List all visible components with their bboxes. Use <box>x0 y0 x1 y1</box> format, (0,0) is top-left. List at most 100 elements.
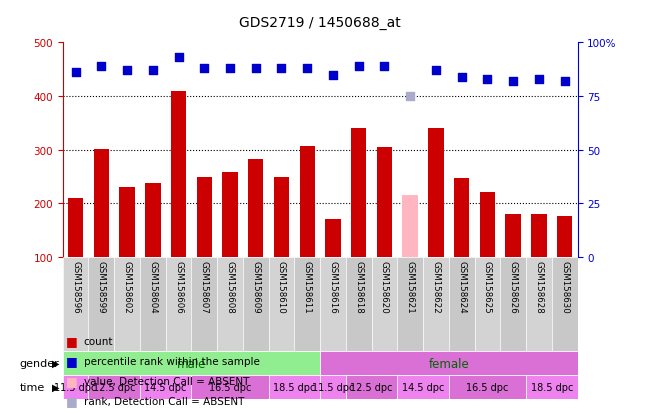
Point <box>430 68 441 74</box>
Bar <box>526 375 578 399</box>
Bar <box>119 188 135 311</box>
Text: GSM158611: GSM158611 <box>303 260 312 313</box>
Text: 12.5 dpc: 12.5 dpc <box>93 382 135 392</box>
Text: 18.5 dpc: 18.5 dpc <box>531 382 573 392</box>
Text: GSM158616: GSM158616 <box>329 260 337 313</box>
Text: percentile rank within the sample: percentile rank within the sample <box>84 356 259 366</box>
Bar <box>449 375 526 399</box>
Bar <box>217 257 243 351</box>
Text: ■: ■ <box>66 394 78 407</box>
Text: time: time <box>20 382 45 392</box>
Bar <box>68 199 83 311</box>
Text: GSM158618: GSM158618 <box>354 260 363 313</box>
Point <box>354 64 364 70</box>
Point <box>96 64 107 70</box>
Bar <box>320 351 578 375</box>
Point <box>251 66 261 72</box>
Bar <box>191 257 217 351</box>
Bar <box>454 178 469 311</box>
Point <box>199 66 210 72</box>
Text: GSM158625: GSM158625 <box>483 260 492 313</box>
Bar <box>372 257 397 351</box>
Text: 18.5 dpc: 18.5 dpc <box>273 382 315 392</box>
Text: GSM158624: GSM158624 <box>457 260 466 313</box>
Text: GSM158609: GSM158609 <box>251 260 260 313</box>
Point <box>302 66 313 72</box>
Bar <box>423 257 449 351</box>
Bar <box>500 257 526 351</box>
Bar <box>428 129 444 311</box>
Bar <box>475 257 500 351</box>
Bar <box>63 351 320 375</box>
Bar <box>63 375 88 399</box>
Text: GSM158607: GSM158607 <box>200 260 209 313</box>
Text: GSM158608: GSM158608 <box>226 260 234 313</box>
Text: 12.5 dpc: 12.5 dpc <box>350 382 393 392</box>
Bar <box>300 147 315 311</box>
Bar <box>248 160 263 311</box>
Point <box>121 68 132 74</box>
Text: male: male <box>177 357 206 370</box>
Bar <box>397 375 449 399</box>
Bar <box>320 257 346 351</box>
Text: GSM158626: GSM158626 <box>509 260 517 313</box>
Bar <box>269 375 320 399</box>
Bar <box>140 257 166 351</box>
Point <box>224 66 235 72</box>
Bar <box>351 129 366 311</box>
Text: GSM158602: GSM158602 <box>123 260 131 313</box>
Point <box>327 72 338 79</box>
Text: GDS2719 / 1450688_at: GDS2719 / 1450688_at <box>239 16 401 30</box>
Text: 14.5 dpc: 14.5 dpc <box>402 382 444 392</box>
Bar <box>325 220 341 311</box>
Text: 11.5 dpc: 11.5 dpc <box>312 382 354 392</box>
Bar <box>94 149 109 311</box>
Text: ■: ■ <box>66 354 78 368</box>
Bar <box>171 92 186 311</box>
Bar <box>346 257 372 351</box>
Bar <box>397 257 423 351</box>
Bar <box>526 257 552 351</box>
Bar <box>377 148 392 311</box>
Bar <box>506 214 521 311</box>
Text: 14.5 dpc: 14.5 dpc <box>145 382 187 392</box>
Text: GSM158628: GSM158628 <box>535 260 543 313</box>
Point <box>456 74 467 81</box>
Text: GSM158610: GSM158610 <box>277 260 286 313</box>
Text: GSM158620: GSM158620 <box>380 260 389 313</box>
Bar <box>191 375 269 399</box>
Text: female: female <box>428 357 469 370</box>
Text: ▶: ▶ <box>52 358 59 368</box>
Bar <box>274 177 289 311</box>
Point <box>148 68 158 74</box>
Point <box>379 64 389 70</box>
Point <box>533 76 544 83</box>
Bar <box>480 192 495 311</box>
Text: GSM158599: GSM158599 <box>97 260 106 313</box>
Text: 16.5 dpc: 16.5 dpc <box>466 382 509 392</box>
Bar <box>552 257 578 351</box>
Text: ▶: ▶ <box>52 382 59 392</box>
Bar <box>140 375 191 399</box>
Bar <box>114 257 140 351</box>
Text: rank, Detection Call = ABSENT: rank, Detection Call = ABSENT <box>84 396 244 406</box>
Bar <box>531 214 546 311</box>
Point <box>71 70 81 77</box>
Text: GSM158604: GSM158604 <box>148 260 157 313</box>
Point <box>482 76 492 83</box>
Text: GSM158596: GSM158596 <box>71 260 80 313</box>
Text: GSM158622: GSM158622 <box>432 260 440 313</box>
Text: GSM158621: GSM158621 <box>406 260 414 313</box>
Text: GSM158630: GSM158630 <box>560 260 569 313</box>
Text: GSM158606: GSM158606 <box>174 260 183 313</box>
Text: ■: ■ <box>66 374 78 387</box>
Bar <box>222 173 238 311</box>
Bar <box>320 375 346 399</box>
Bar <box>346 375 397 399</box>
Bar <box>145 184 160 311</box>
Bar <box>166 257 191 351</box>
Text: gender: gender <box>20 358 59 368</box>
Bar <box>294 257 320 351</box>
Bar <box>269 257 294 351</box>
Point <box>173 55 183 62</box>
